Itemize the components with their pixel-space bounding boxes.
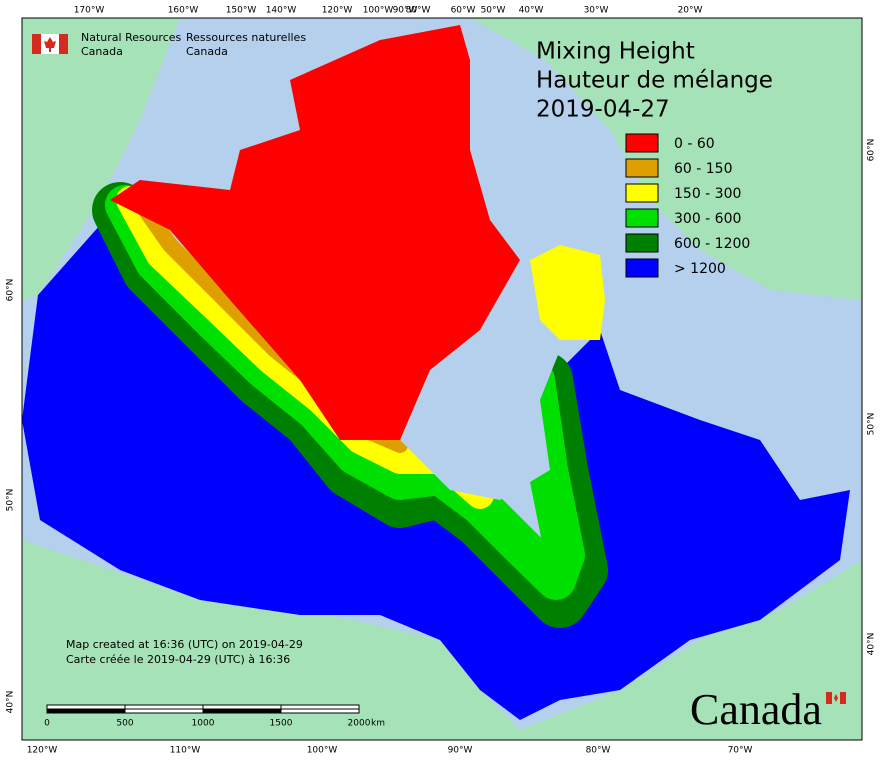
canada-wordmark: Canada — [690, 685, 822, 734]
graticule-label: 120°W — [27, 746, 58, 756]
scale-segment — [202, 704, 282, 710]
graticule-label: 50°N — [867, 413, 877, 436]
graticule-label: 70°W — [728, 746, 753, 756]
graticule-label: 120°W — [322, 6, 353, 16]
flag-bar — [826, 692, 832, 704]
graticule-label: 110°W — [170, 746, 201, 756]
legend-label: 600 - 1200 — [674, 236, 750, 252]
map-title: 2019-04-27 — [536, 97, 670, 123]
scale-segment — [280, 704, 360, 710]
legend-label: 0 - 60 — [674, 136, 715, 152]
scale-segment — [202, 708, 282, 714]
flag-bar — [840, 692, 846, 704]
flag-bar — [59, 34, 68, 54]
region-0-60 — [110, 25, 520, 440]
graticule-label: 60°N — [6, 279, 16, 302]
graticule-label: 170°W — [74, 6, 105, 16]
graticule-label: 60°N — [867, 139, 877, 162]
alaska — [22, 18, 180, 300]
region-over-1200 — [22, 180, 850, 720]
legend-swatch — [625, 258, 659, 278]
scale-label: 0 — [44, 719, 50, 729]
agency-name: Canada — [186, 45, 228, 58]
scale-label: 1500 — [270, 719, 293, 729]
scale-segment — [46, 704, 126, 710]
graticule-label: 50°N — [6, 489, 16, 512]
graticule-label: 140°W — [266, 6, 297, 16]
canada-wordmark-flag — [826, 692, 846, 704]
map-frame — [21, 17, 863, 741]
legend-label: 150 - 300 — [674, 186, 741, 202]
graticule-label: 40°N — [867, 633, 877, 656]
graticule-label: 50°W — [481, 6, 506, 16]
map-title: Mixing Height — [536, 39, 695, 65]
agency-name: Ressources naturelles — [186, 31, 306, 44]
map-title: Hauteur de mélange — [536, 68, 773, 94]
graticule-label: 90°W — [393, 6, 418, 16]
graticule-label: 150°W — [226, 6, 257, 16]
legend-label: 60 - 150 — [674, 161, 733, 177]
scale-segment — [46, 708, 126, 714]
graticule-label: 80°W — [586, 746, 611, 756]
graticule-label: 100°W — [307, 746, 338, 756]
legend-swatch — [625, 208, 659, 228]
scale-segment — [124, 704, 204, 710]
flag-bar — [32, 34, 41, 54]
hudson-bay — [400, 320, 560, 500]
agency-name: Natural Resources — [81, 31, 182, 44]
graticule-label: 100°W — [363, 6, 394, 16]
legend-swatch — [625, 158, 659, 178]
greenland — [470, 18, 862, 300]
maple-leaf — [44, 37, 56, 52]
graticule-label: 80°W — [406, 6, 431, 16]
scale-label: 500 — [116, 719, 133, 729]
graticule-label: 20°W — [678, 6, 703, 16]
legend-label: > 1200 — [674, 261, 726, 277]
graticule-label: 160°W — [168, 6, 199, 16]
graticule-label: 40°W — [519, 6, 544, 16]
agency-name: Canada — [81, 45, 123, 58]
graticule-label: 90°W — [448, 746, 473, 756]
nrcan-logo — [32, 34, 68, 54]
legend-label: 300 - 600 — [674, 211, 741, 227]
map-note: Carte créée le 2019-04-29 (UTC) à 16:36 — [66, 653, 290, 666]
labrador-yellow — [530, 245, 605, 340]
scale-segment — [280, 708, 360, 714]
scale-unit: km — [371, 719, 385, 729]
maple-leaf — [834, 694, 838, 702]
map-note: Map created at 16:36 (UTC) on 2019-04-29 — [66, 638, 303, 651]
graticule-label: 30°W — [584, 6, 609, 16]
legend-swatch — [625, 233, 659, 253]
scale-label: 1000 — [192, 719, 215, 729]
graticule-label: 60°W — [451, 6, 476, 16]
scale-segment — [124, 708, 204, 714]
graticule-label: 40°N — [6, 691, 16, 714]
scale-label: 2000 — [348, 719, 371, 729]
legend-swatch — [625, 183, 659, 203]
map-area — [21, 17, 863, 741]
legend-swatch — [625, 133, 659, 153]
usa-land — [22, 540, 862, 740]
